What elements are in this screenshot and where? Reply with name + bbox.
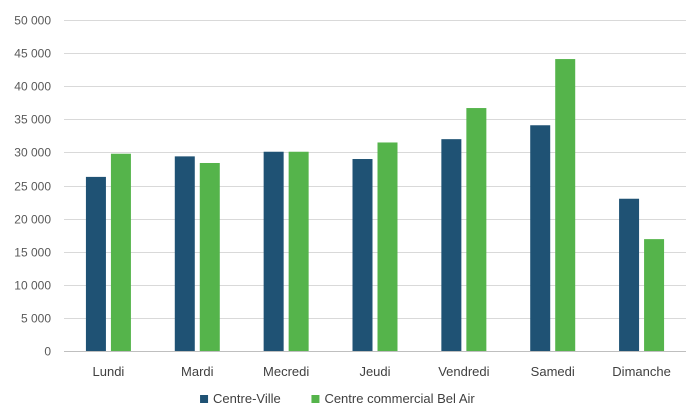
y-tick-label: 50 000 — [14, 14, 51, 28]
y-tick-label: 35 000 — [14, 113, 51, 127]
y-tick-label: 10 000 — [14, 279, 51, 293]
bar-bel-air-jeudi — [377, 142, 398, 351]
x-category-label: Mecredi — [263, 364, 309, 379]
y-tick-label: 25 000 — [14, 180, 51, 194]
y-tick-label: 45 000 — [14, 47, 51, 61]
bar-bel-air-vendredi — [466, 108, 487, 352]
bar-bel-air-lundi — [110, 153, 131, 351]
legend-label: Centre commercial Bel Air — [324, 391, 475, 406]
y-tick-label: 20 000 — [14, 213, 51, 227]
bar-centre-ville-lundi — [85, 176, 106, 351]
bar-bel-air-dimanche — [644, 239, 665, 351]
bar-centre-ville-vendredi — [441, 139, 462, 351]
bar-centre-ville-mecredi — [263, 151, 284, 351]
bar-centre-ville-mardi — [174, 156, 195, 351]
bar-bel-air-mardi — [199, 162, 220, 351]
legend: Centre-Ville Centre commercial Bel Air — [200, 391, 475, 406]
legend-swatch — [311, 395, 320, 403]
x-category-label: Lundi — [93, 364, 125, 379]
bars-layer — [85, 59, 665, 352]
x-axis-categories: Lundi Mardi Mecredi Jeudi Vendredi Samedi Dima… — [93, 364, 671, 379]
x-category-label: Jeudi — [359, 364, 390, 379]
x-category-label: Mardi — [181, 364, 214, 379]
bar-bel-air-mecredi — [288, 151, 309, 351]
x-category-label: Dimanche — [612, 364, 671, 379]
grid-layer — [64, 20, 686, 352]
bar-centre-ville-jeudi — [352, 159, 373, 351]
bar-centre-ville-samedi — [530, 125, 551, 352]
y-tick-label: 40 000 — [14, 80, 51, 94]
y-tick-label: 30 000 — [14, 146, 51, 160]
y-tick-label: 15 000 — [14, 246, 51, 260]
x-category-label: Vendredi — [438, 364, 489, 379]
bar-centre-ville-dimanche — [619, 198, 640, 351]
y-tick-label: 5 000 — [21, 312, 51, 326]
legend-label: Centre-Ville — [213, 391, 281, 406]
x-category-label: Samedi — [531, 364, 575, 379]
y-axis-ticks: 0 5 000 10 000 15 000 20 000 25 000 30 000 35 0… — [14, 14, 51, 359]
bar-bel-air-samedi — [555, 59, 576, 352]
y-tick-label: 0 — [44, 345, 51, 359]
legend-swatch — [200, 395, 209, 403]
